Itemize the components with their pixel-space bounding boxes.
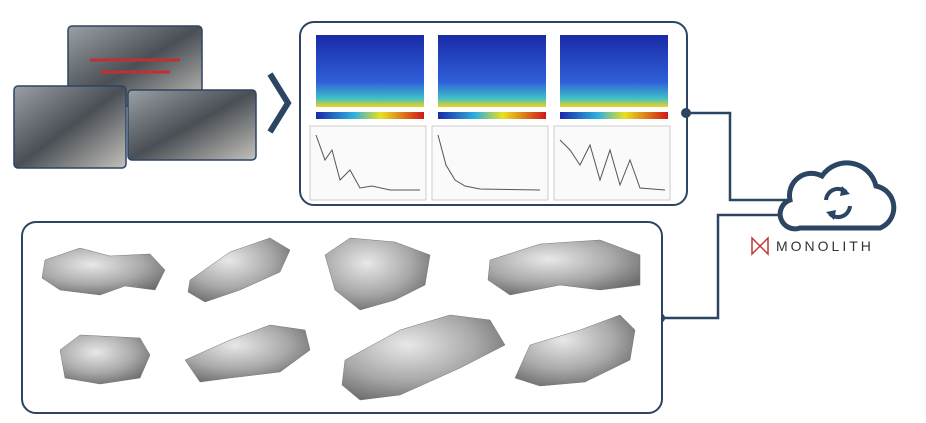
logo-mark bbox=[751, 236, 769, 256]
color-bar bbox=[560, 112, 668, 119]
photo bbox=[13, 85, 127, 169]
spectrogram bbox=[438, 35, 546, 107]
tank-shape bbox=[184, 324, 311, 383]
plot-3 bbox=[553, 35, 671, 201]
connector bbox=[686, 111, 790, 202]
logo-text: MONOLITH bbox=[776, 238, 874, 254]
tank-shape bbox=[187, 237, 291, 303]
trace bbox=[559, 139, 666, 191]
line-plot bbox=[553, 125, 671, 201]
spectrogram bbox=[316, 35, 424, 107]
chevron bbox=[267, 72, 292, 134]
connector-dot bbox=[681, 108, 691, 118]
tank-shape bbox=[324, 237, 431, 311]
color-bar bbox=[316, 112, 424, 119]
trace bbox=[315, 134, 420, 191]
connector bbox=[660, 213, 785, 320]
rig-photos bbox=[13, 25, 257, 169]
color-bar bbox=[438, 112, 546, 119]
tank-shape bbox=[341, 314, 506, 401]
spectrogram bbox=[560, 35, 668, 107]
line-plot bbox=[431, 125, 549, 201]
plots bbox=[309, 35, 671, 201]
trace bbox=[437, 134, 541, 191]
strap bbox=[90, 58, 180, 74]
photo bbox=[127, 89, 257, 161]
tank-shape bbox=[41, 247, 166, 296]
tank-shape bbox=[514, 314, 636, 387]
tank-shape bbox=[59, 334, 151, 385]
plot-2 bbox=[431, 35, 549, 201]
tank-geometries bbox=[41, 237, 641, 401]
cloud-icon bbox=[777, 160, 897, 232]
tank-shape bbox=[487, 239, 641, 296]
line-plot bbox=[309, 125, 427, 201]
plot-1 bbox=[309, 35, 427, 201]
